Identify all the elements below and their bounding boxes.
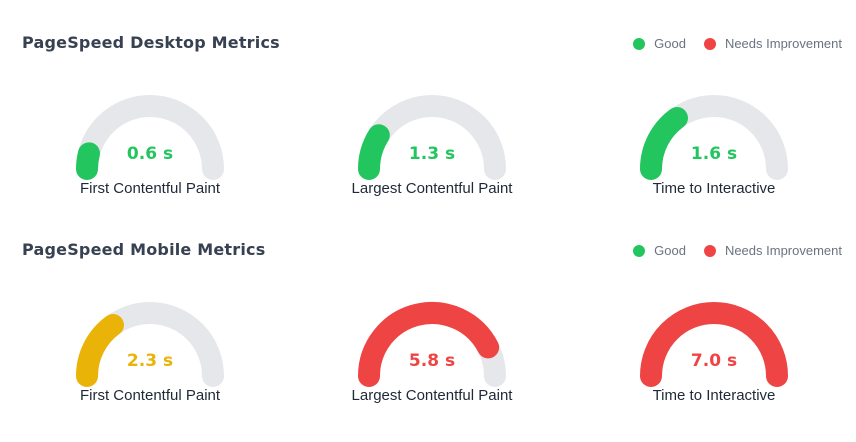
gauge-value: 1.6 s bbox=[690, 144, 738, 164]
good-dot-icon bbox=[633, 244, 646, 257]
gauge-fill bbox=[358, 124, 390, 180]
desktop-legend: Good Needs Improvement bbox=[615, 36, 842, 51]
gauge-arc bbox=[358, 95, 506, 180]
gauge-value: 1.3 s bbox=[408, 144, 456, 164]
mobile-section-title: PageSpeed Mobile Metrics bbox=[22, 240, 266, 259]
gauge-fill bbox=[640, 302, 788, 387]
gauge-label: Time to Interactive bbox=[652, 387, 776, 404]
good-dot-icon bbox=[633, 37, 646, 50]
legend-needs-improvement-label: Needs Improvement bbox=[724, 36, 842, 51]
gauge-fill bbox=[76, 314, 124, 387]
gauge-label: First Contentful Paint bbox=[79, 180, 221, 197]
gauge-value: 2.3 s bbox=[126, 351, 174, 371]
gauge-label: Time to Interactive bbox=[652, 180, 776, 197]
gauge-arc bbox=[358, 302, 506, 387]
gauge-fill bbox=[76, 142, 100, 180]
legend-good: Good bbox=[633, 243, 686, 258]
mobile-tti-gauge: 7.0 s Time to Interactive bbox=[619, 279, 809, 414]
gauge-value: 0.6 s bbox=[126, 144, 174, 164]
legend-needs-improvement-label: Needs Improvement bbox=[724, 243, 842, 258]
legend-needs-improvement: Needs Improvement bbox=[703, 243, 842, 258]
gauge-arc bbox=[76, 302, 224, 387]
gauge-value: 5.8 s bbox=[408, 351, 456, 371]
gauge-label: Largest Contentful Paint bbox=[351, 180, 513, 197]
desktop-fcp-gauge: 0.6 s First Contentful Paint bbox=[55, 72, 245, 207]
mobile-lcp-gauge: 5.8 s Largest Contentful Paint bbox=[337, 279, 527, 414]
needs-improvement-dot-icon bbox=[703, 244, 716, 257]
gauge-value: 7.0 s bbox=[690, 351, 738, 371]
needs-improvement-dot-icon bbox=[703, 37, 716, 50]
legend-good-label: Good bbox=[654, 243, 686, 258]
mobile-fcp-gauge: 2.3 s First Contentful Paint bbox=[55, 279, 245, 414]
desktop-section-title: PageSpeed Desktop Metrics bbox=[22, 33, 280, 52]
legend-needs-improvement: Needs Improvement bbox=[703, 36, 842, 51]
gauge-label: Largest Contentful Paint bbox=[351, 387, 513, 404]
desktop-tti-gauge: 1.6 s Time to Interactive bbox=[619, 72, 809, 207]
gauge-arc bbox=[640, 95, 788, 180]
mobile-legend: Good Needs Improvement bbox=[615, 243, 842, 258]
legend-good-label: Good bbox=[654, 36, 686, 51]
mobile-metrics-section: PageSpeed Mobile Metrics Good Needs Impr… bbox=[0, 229, 856, 429]
desktop-lcp-gauge: 1.3 s Largest Contentful Paint bbox=[337, 72, 527, 207]
gauge-label: First Contentful Paint bbox=[79, 387, 221, 404]
desktop-metrics-section: PageSpeed Desktop Metrics Good Needs Imp… bbox=[0, 22, 856, 222]
gauge-fill bbox=[640, 107, 688, 180]
gauge-arc bbox=[640, 302, 788, 387]
gauge-arc bbox=[76, 95, 224, 180]
gauge-fill bbox=[358, 302, 500, 387]
gauge-track bbox=[76, 95, 224, 180]
legend-good: Good bbox=[633, 36, 686, 51]
